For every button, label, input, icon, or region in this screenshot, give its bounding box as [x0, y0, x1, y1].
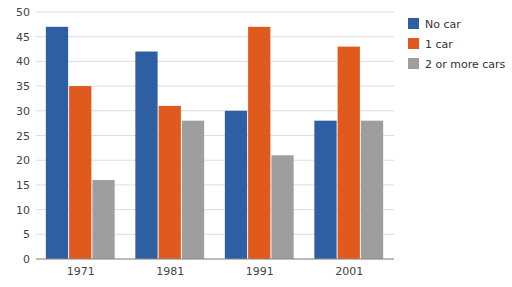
legend-swatch: [408, 58, 419, 69]
chart-svg: 0 5 10 15 20 25 30 35 40 45 50 1971 1981 1991 2001 No c…: [0, 0, 512, 287]
bar: [225, 111, 247, 259]
bar: [92, 180, 114, 259]
bar: [314, 121, 336, 259]
grid-line: [36, 259, 394, 260]
y-tick-label: 5: [23, 228, 30, 241]
y-tick-label: 20: [16, 154, 30, 167]
y-tick-label: 35: [16, 80, 30, 93]
bar: [248, 27, 270, 259]
legend-label: No car: [425, 18, 461, 31]
grid-line: [36, 12, 394, 13]
bars: [46, 27, 383, 259]
bar: [159, 106, 181, 259]
y-tick-label: 40: [16, 55, 30, 68]
x-tick-label: 1981: [156, 265, 184, 278]
bar: [182, 121, 204, 259]
legend-label: 1 car: [425, 38, 453, 51]
bar: [361, 121, 383, 259]
y-tick-label: 25: [16, 130, 30, 143]
bar: [338, 47, 360, 259]
y-tick-label: 30: [16, 105, 30, 118]
y-tick-label: 45: [16, 31, 30, 44]
x-axis-line: [36, 259, 394, 260]
grid-line: [36, 36, 394, 37]
bar: [46, 27, 68, 259]
legend: No car 1 car 2 or more cars: [408, 18, 506, 71]
y-tick-label: 50: [16, 6, 30, 19]
bar: [69, 86, 91, 259]
legend-swatch: [408, 38, 419, 49]
bar: [271, 155, 293, 259]
chart-container: 0 5 10 15 20 25 30 35 40 45 50 1971 1981 1991 2001 No c…: [0, 0, 512, 287]
y-tick-label: 0: [23, 253, 30, 266]
x-tick-label: 2001: [335, 265, 363, 278]
legend-swatch: [408, 18, 419, 29]
y-tick-label: 15: [16, 179, 30, 192]
bar: [135, 52, 157, 259]
y-grid: [36, 12, 394, 259]
y-tick-label: 10: [16, 204, 30, 217]
x-tick-label: 1971: [67, 265, 95, 278]
x-tick-label: 1991: [246, 265, 274, 278]
legend-label: 2 or more cars: [425, 58, 506, 71]
